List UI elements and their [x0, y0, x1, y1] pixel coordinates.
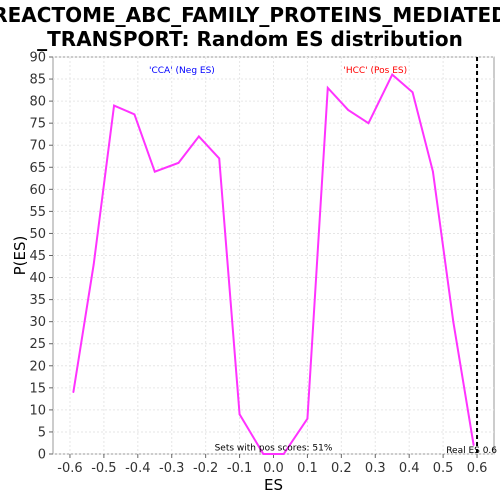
y-tick-label: 65: [29, 161, 46, 176]
x-tick-label: 0.6: [467, 461, 488, 476]
x-tick-label: 0.3: [365, 461, 386, 476]
y-tick-label: 90: [29, 51, 46, 66]
y-tick-label: 40: [29, 271, 46, 286]
data-point: [391, 73, 394, 76]
data-point: [411, 91, 414, 94]
y-tick-label: 80: [29, 95, 46, 110]
data-point: [133, 113, 136, 116]
y-tick-label: 0: [38, 448, 46, 463]
data-point: [177, 162, 180, 164]
data-point: [432, 170, 434, 173]
data-point: [153, 170, 156, 173]
chart-title-line2: _TRANSPORT: Random ES distribution: [37, 27, 463, 51]
x-tick-label: -0.5: [91, 461, 116, 476]
y-axis-label: P(ES): [11, 236, 29, 276]
x-tick-label: -0.3: [159, 461, 184, 476]
y-tick-label: 45: [29, 249, 46, 264]
y-tick-label: 25: [29, 337, 46, 352]
y-tick-label: 30: [29, 315, 46, 330]
data-point: [472, 444, 475, 446]
series-layer: [72, 73, 475, 455]
y-tick-label: 50: [29, 227, 46, 242]
grid: [53, 56, 494, 455]
annotation-label: Sets with pos scores: 51%: [215, 443, 333, 453]
data-point: [72, 391, 75, 394]
x-tick-label: 0.1: [297, 461, 318, 476]
data-point: [347, 109, 349, 111]
real-es-label: Real ES 0.6: [446, 446, 497, 456]
y-tick-label: 70: [29, 139, 46, 154]
y-axis: 0 5 10 15 20 25 30 35 40 45 50 55 60 65 70 75 80 85 90: [29, 51, 53, 463]
y-tick-label: 60: [29, 183, 46, 198]
data-point: [238, 413, 241, 416]
series-line: [72, 73, 475, 455]
x-tick-label: 0.5: [433, 461, 454, 476]
annotation-label: 'HCC' (Pos ES): [343, 66, 407, 76]
data-point: [367, 122, 370, 124]
y-tick-label: 20: [29, 359, 46, 374]
data-point: [218, 157, 221, 160]
marks-layer: Real ES 0.6 'CCA' (Neg ES) 'HCC' (Pos ES) S…: [149, 57, 497, 456]
data-point: [326, 87, 329, 89]
y-tick-label: 10: [29, 403, 46, 418]
x-tick-label: 0.4: [399, 461, 420, 476]
annotation-label: 'CCA' (Neg ES): [149, 66, 215, 76]
data-point: [113, 104, 115, 107]
data-point: [198, 135, 200, 138]
x-tick-label: -0.6: [57, 461, 82, 476]
y-tick-label: 75: [29, 117, 46, 132]
data-point: [306, 417, 309, 420]
x-axis-label: ES: [264, 476, 283, 494]
data-point: [92, 263, 95, 266]
data-point: [282, 453, 285, 455]
y-tick-label: 15: [29, 381, 46, 396]
data-point: [262, 453, 265, 455]
y-tick-label: 55: [29, 205, 46, 220]
y-tick-label: 85: [29, 73, 46, 88]
x-axis: -0.6 -0.5 -0.4 -0.3 -0.2 -0.1 0.0 0.1 0.2 0.3 0.4 0…: [57, 454, 487, 476]
chart-title-line1: REACTOME_ABC_FAMILY_PROTEINS_MEDIATED: [0, 3, 500, 27]
x-tick-label: 0.0: [263, 461, 284, 476]
y-tick-label: 5: [38, 425, 46, 440]
x-tick-label: -0.2: [193, 461, 218, 476]
y-tick-label: 35: [29, 293, 46, 308]
x-tick-label: 0.2: [331, 461, 352, 476]
data-point: [452, 320, 455, 323]
x-tick-label: -0.4: [125, 461, 150, 476]
x-tick-label: -0.1: [227, 461, 252, 476]
